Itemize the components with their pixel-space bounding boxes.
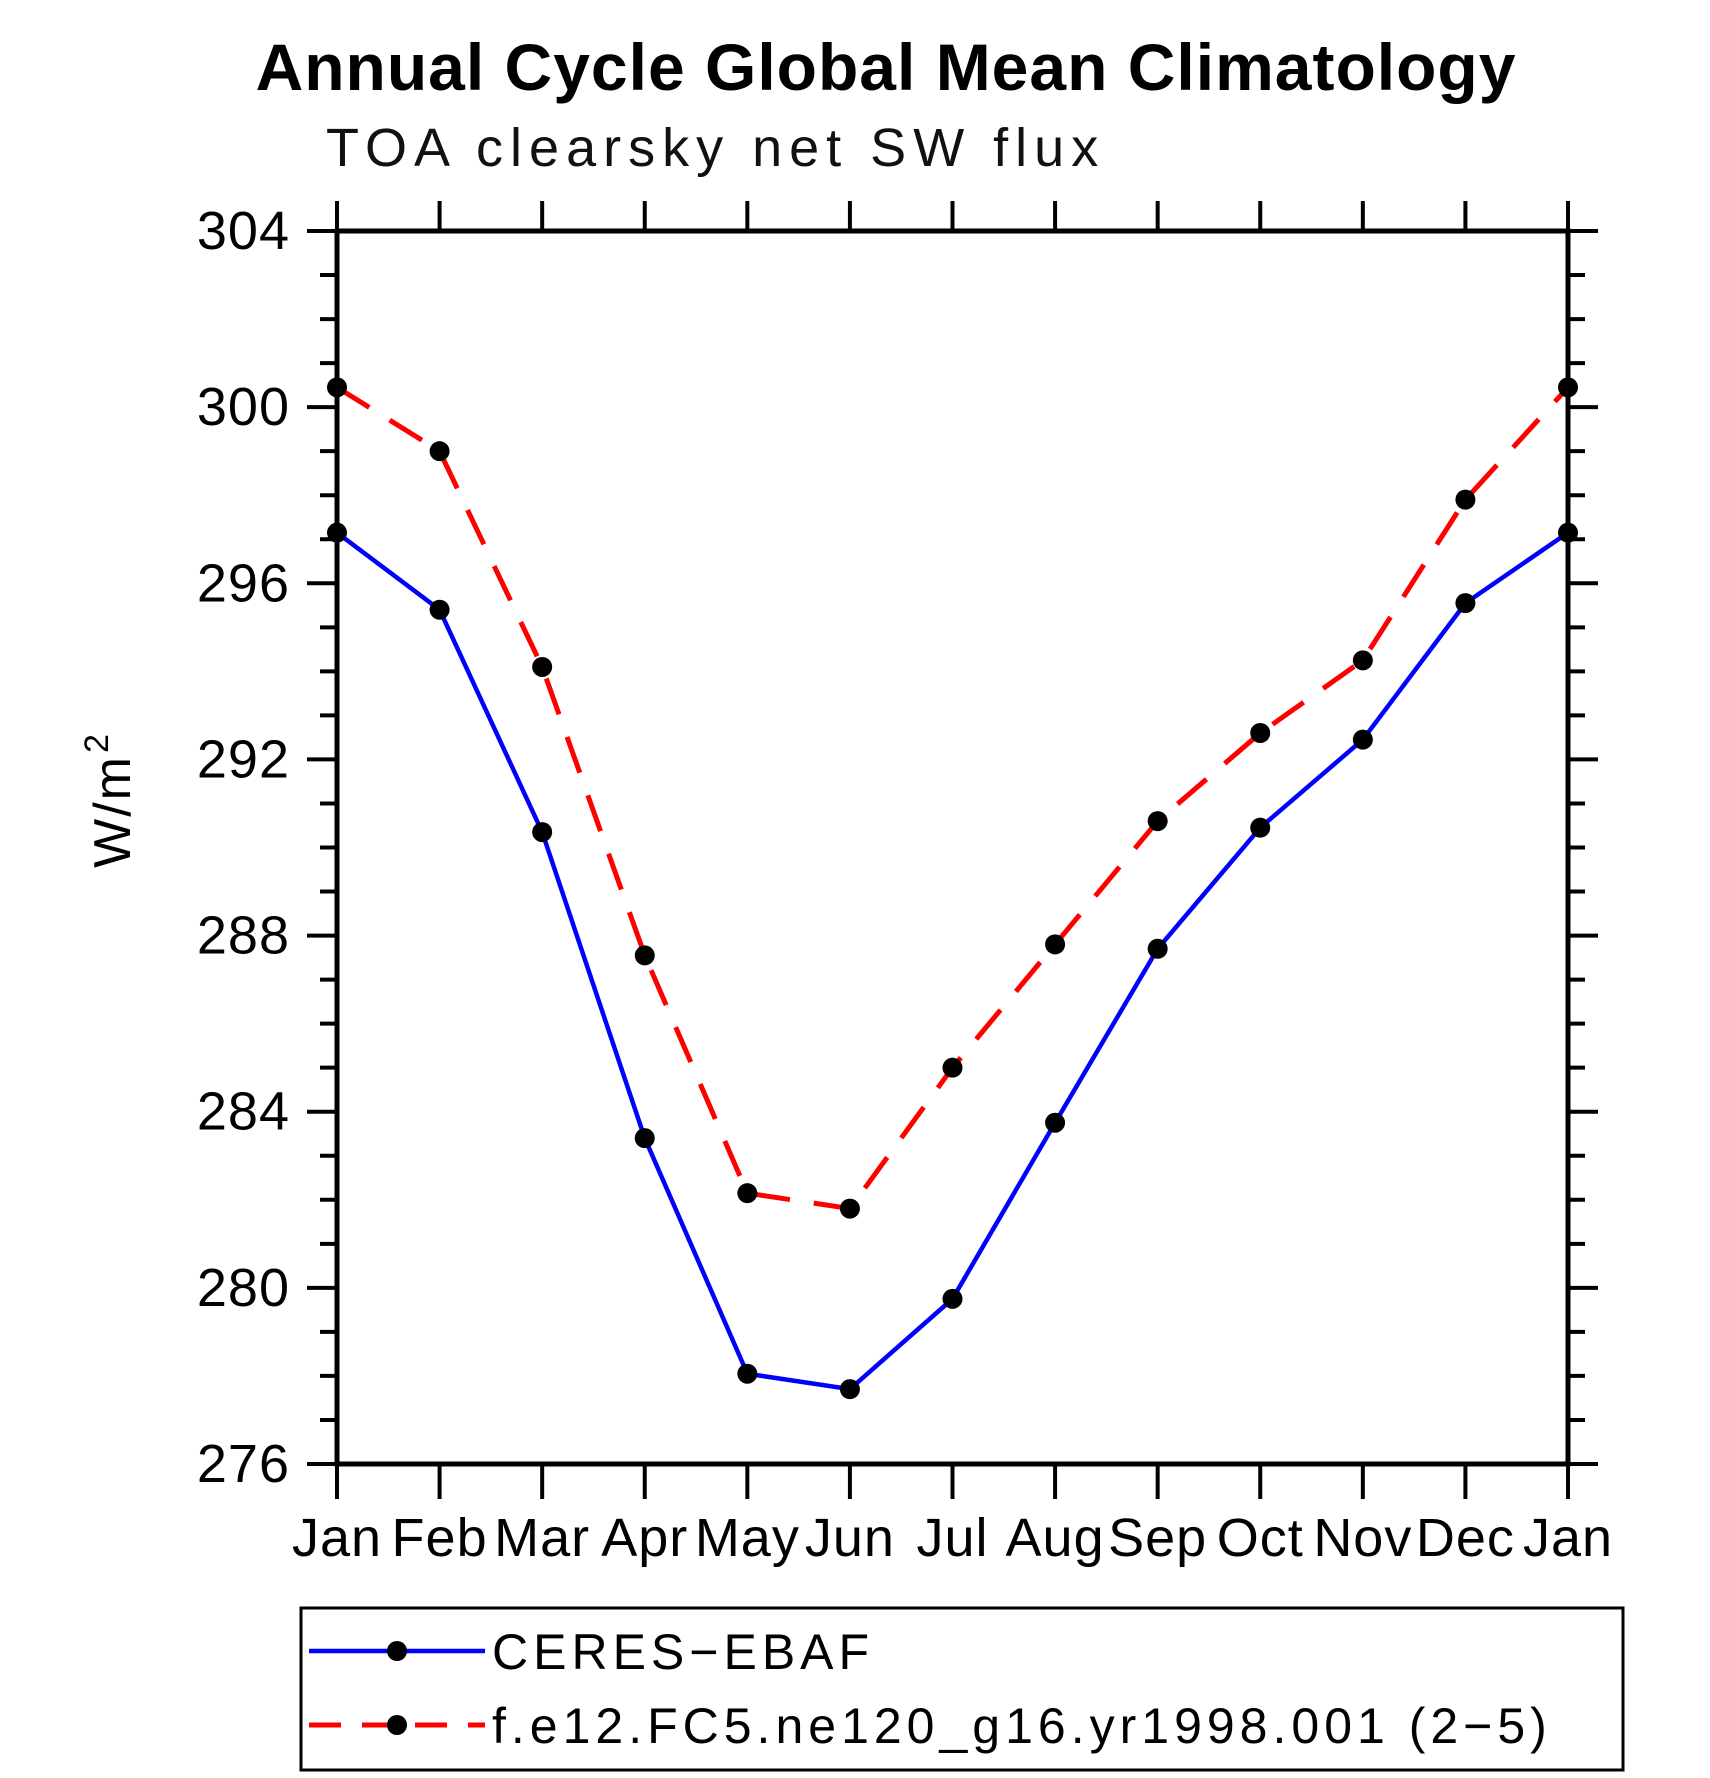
data-point-1-Oct-9 — [1250, 723, 1271, 744]
axes-layer: Jan Feb Mar Apr May Jun Jul Aug Sep Oct Nov Dec Jan2… — [197, 201, 1613, 1568]
data-point-0-Jan-12 — [1558, 522, 1578, 543]
data-point-1-Nov-10 — [1352, 650, 1373, 671]
data-point-1-Dec-11 — [1455, 489, 1476, 510]
x-axis-tick-label: Jul — [916, 1508, 988, 1568]
chart-subtitle: TOA clearsky net SW flux — [326, 118, 1105, 178]
x-axis-tick-label: Sep — [1108, 1508, 1207, 1568]
data-point-1-Mar-2 — [532, 656, 553, 677]
y-axis-title-text: W/m — [84, 755, 142, 868]
y-axis-tick-label: 292 — [197, 729, 290, 789]
x-axis-tick-label: Jan — [1523, 1508, 1613, 1568]
data-point-1-Apr-3 — [634, 945, 655, 966]
y-axis-tick-label: 276 — [197, 1434, 290, 1494]
y-axis-tick-label: 296 — [197, 553, 290, 613]
legend-marker-0 — [387, 1641, 407, 1661]
data-point-1-Jan-0 — [327, 377, 347, 398]
x-axis-tick-label: Apr — [601, 1508, 688, 1568]
y-axis-title-superscript: 2 — [78, 732, 116, 753]
data-point-0-Jan-0 — [327, 522, 347, 543]
data-point-1-Aug-7 — [1045, 934, 1066, 955]
data-point-1-Jan-12 — [1558, 377, 1578, 398]
data-point-0-Aug-7 — [1045, 1112, 1066, 1133]
data-point-0-May-4 — [737, 1363, 758, 1384]
y-axis-tick-label: 288 — [197, 906, 290, 966]
x-axis-tick-label: Mar — [494, 1508, 590, 1568]
y-axis-tick-label: 284 — [197, 1082, 290, 1142]
data-point-0-Jun-5 — [839, 1379, 860, 1400]
data-point-0-Sep-8 — [1147, 938, 1168, 959]
data-point-0-Dec-11 — [1455, 593, 1476, 614]
legend-box — [299, 1606, 1625, 1772]
legend-layer: CERES−EBAF f.e12.FC5.ne120_g16.yr1998.001… — [299, 1606, 1625, 1772]
x-axis-tick-label: Feb — [392, 1508, 488, 1568]
series-line-1 — [335, 385, 1570, 1212]
series-line-0 — [335, 530, 1570, 1392]
plot-frame — [334, 228, 1571, 1467]
data-point-0-Feb-1 — [429, 599, 450, 620]
x-axis-tick-label: Nov — [1313, 1508, 1412, 1568]
legend-label-1: f.e12.FC5.ne120_g16.yr1998.001 (2−5) — [492, 1698, 1552, 1754]
series-layer — [327, 377, 1578, 1400]
data-point-0-Apr-3 — [634, 1128, 655, 1149]
data-point-0-Jul-6 — [942, 1288, 963, 1309]
x-axis-tick-label: Aug — [1006, 1508, 1105, 1568]
chart-title: Annual Cycle Global Mean Climatology — [256, 30, 1517, 104]
data-point-0-Nov-10 — [1352, 729, 1373, 750]
data-point-1-Jun-5 — [839, 1198, 860, 1219]
data-point-0-Oct-9 — [1250, 817, 1271, 838]
data-point-0-Mar-2 — [532, 822, 553, 843]
data-point-1-Feb-1 — [429, 441, 450, 462]
x-axis-tick-label: Jun — [805, 1508, 895, 1568]
legend-label-0: CERES−EBAF — [492, 1624, 874, 1680]
x-axis-tick-label: Jan — [292, 1508, 382, 1568]
legend-marker-1 — [387, 1715, 407, 1735]
y-axis-tick-label: 304 — [197, 201, 290, 261]
x-axis-tick-label: Dec — [1416, 1508, 1515, 1568]
data-point-1-Jul-6 — [942, 1057, 963, 1078]
data-point-1-Sep-8 — [1147, 811, 1168, 832]
x-axis-tick-label: Oct — [1217, 1508, 1304, 1568]
y-axis-tick-label: 300 — [197, 377, 290, 437]
y-axis-title: W/m2 — [78, 732, 142, 868]
y-axis-tick-label: 280 — [197, 1258, 290, 1318]
data-point-1-May-4 — [737, 1183, 758, 1204]
x-axis-tick-label: May — [695, 1508, 800, 1568]
